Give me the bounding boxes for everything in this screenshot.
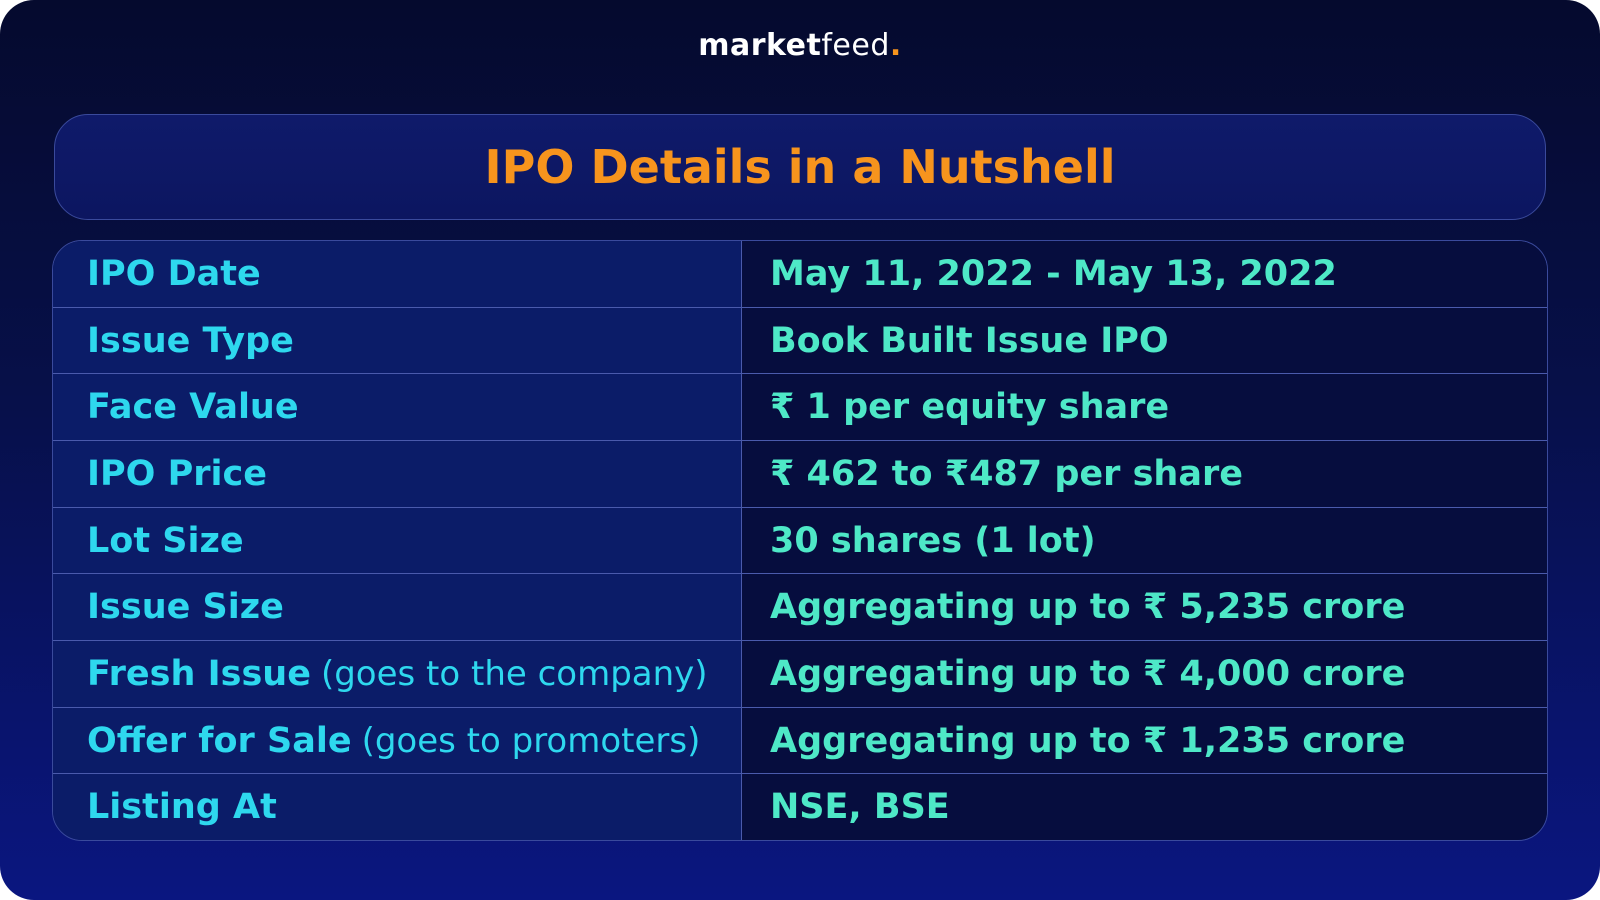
table-row: IPO Date May 11, 2022 - May 13, 2022 <box>53 241 1547 308</box>
row-label-cell: Lot Size <box>53 507 742 574</box>
row-value-cell: May 11, 2022 - May 13, 2022 <box>742 241 1547 307</box>
row-label: Fresh Issue <box>87 653 311 694</box>
row-label-cell: Offer for Sale (goes to promoters) <box>53 707 742 774</box>
row-value-cell: ₹ 462 to ₹487 per share <box>742 441 1547 507</box>
table-row: Offer for Sale (goes to promoters) Aggre… <box>53 707 1547 775</box>
row-label: Offer for Sale <box>87 720 352 761</box>
row-value-cell: ₹ 1 per equity share <box>742 374 1547 441</box>
row-label-cell: Fresh Issue (goes to the company) <box>53 641 742 707</box>
table-row: Fresh Issue (goes to the company) Aggreg… <box>53 641 1547 708</box>
row-note: (goes to the company) <box>320 653 708 694</box>
brand-logo: marketfeed. <box>0 28 1600 63</box>
ipo-details-table: IPO Date May 11, 2022 - May 13, 2022 Iss… <box>52 240 1548 841</box>
row-label-cell: Face Value <box>53 374 742 441</box>
page-title: IPO Details in a Nutshell <box>484 140 1116 194</box>
table-row: Issue Type Book Built Issue IPO <box>53 307 1547 375</box>
brand-logo-strong: market <box>698 28 822 63</box>
row-label-cell: IPO Price <box>53 441 742 507</box>
row-label: IPO Date <box>87 253 261 294</box>
row-label-cell: IPO Date <box>53 241 742 307</box>
row-label: IPO Price <box>87 453 268 494</box>
row-value-cell: Aggregating up to ₹ 5,235 crore <box>742 574 1547 641</box>
row-label-cell: Issue Size <box>53 574 742 641</box>
row-label: Lot Size <box>87 520 244 561</box>
row-value: Aggregating up to ₹ 5,235 crore <box>770 587 1406 628</box>
row-value: 30 shares (1 lot) <box>770 520 1096 561</box>
table-row: Issue Size Aggregating up to ₹ 5,235 cro… <box>53 574 1547 642</box>
row-value: May 11, 2022 - May 13, 2022 <box>770 253 1337 294</box>
row-label: Listing At <box>87 787 277 828</box>
row-note: (goes to promoters) <box>361 720 701 761</box>
title-banner: IPO Details in a Nutshell <box>54 114 1546 220</box>
row-value: ₹ 1 per equity share <box>770 387 1170 428</box>
row-value-cell: Book Built Issue IPO <box>742 307 1547 374</box>
row-value: Aggregating up to ₹ 1,235 crore <box>770 720 1406 761</box>
table-row: Lot Size 30 shares (1 lot) <box>53 507 1547 575</box>
row-label-cell: Issue Type <box>53 307 742 374</box>
row-value: Book Built Issue IPO <box>770 320 1169 361</box>
row-label: Issue Size <box>87 587 284 628</box>
row-label-cell: Listing At <box>53 774 742 840</box>
row-value: Aggregating up to ₹ 4,000 crore <box>770 653 1406 694</box>
row-value-cell: Aggregating up to ₹ 1,235 crore <box>742 707 1547 774</box>
row-value-cell: Aggregating up to ₹ 4,000 crore <box>742 641 1547 707</box>
table-row: Listing At NSE, BSE <box>53 774 1547 840</box>
brand-logo-dot: . <box>889 28 902 63</box>
table-row: Face Value ₹ 1 per equity share <box>53 374 1547 442</box>
row-value: ₹ 462 to ₹487 per share <box>770 453 1243 494</box>
row-value-cell: 30 shares (1 lot) <box>742 507 1547 574</box>
row-label: Face Value <box>87 387 299 428</box>
row-value-cell: NSE, BSE <box>742 774 1547 840</box>
table-row: IPO Price ₹ 462 to ₹487 per share <box>53 441 1547 508</box>
brand-logo-light: feed <box>821 28 890 63</box>
row-value: NSE, BSE <box>770 787 950 828</box>
row-label: Issue Type <box>87 320 294 361</box>
